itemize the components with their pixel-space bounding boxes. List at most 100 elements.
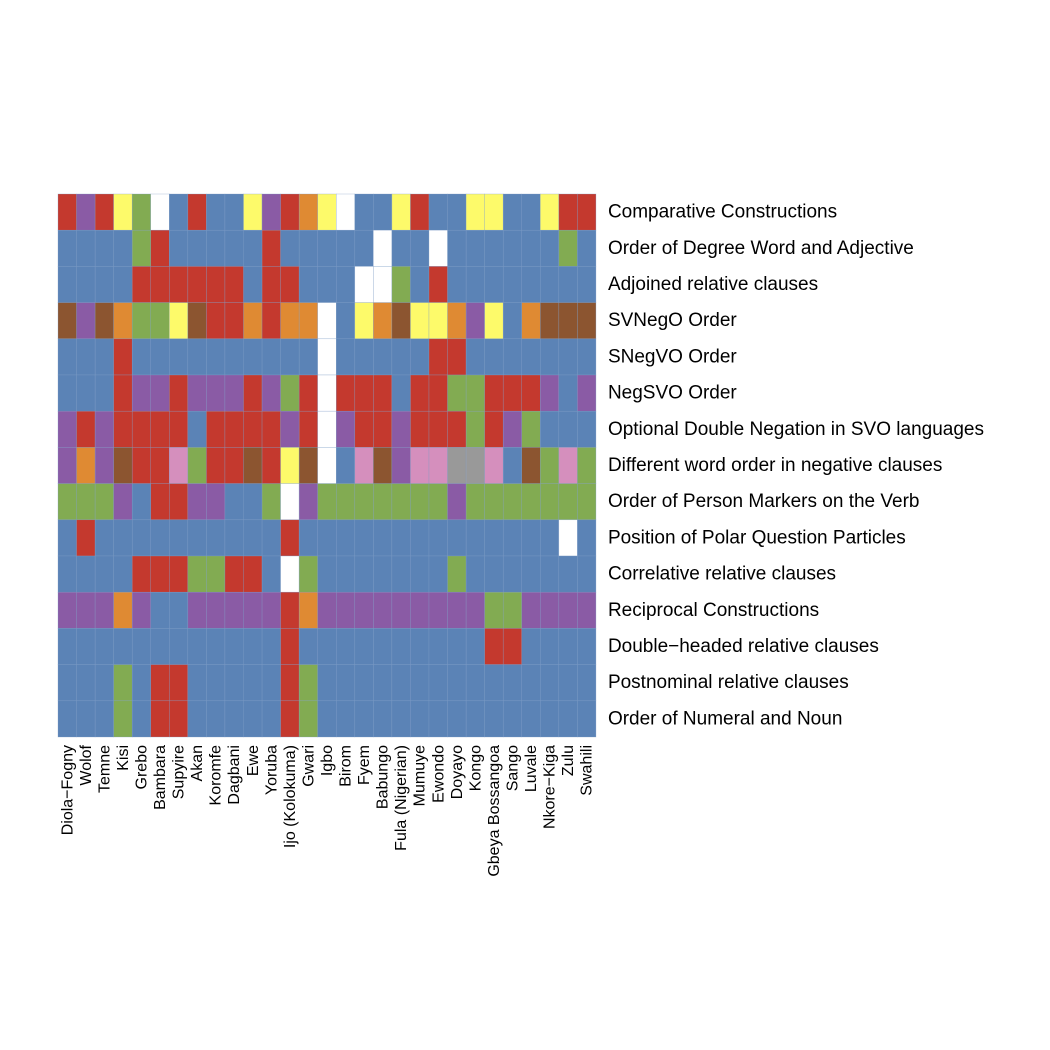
heatmap-cell [484,229,504,267]
heatmap-cell [447,193,467,231]
heatmap-cell [521,410,541,448]
heatmap-cell [410,193,430,231]
heatmap-cell [410,410,430,448]
heatmap-cell [113,555,133,593]
heatmap-cell [484,700,504,738]
heatmap-cell [169,519,189,557]
heatmap-cell [298,193,318,231]
heatmap-cell [465,193,485,231]
heatmap-cell [187,628,207,665]
heatmap-cell [558,266,578,303]
heatmap-cell [94,266,114,303]
heatmap-cell [521,374,541,412]
row-label: NegSVO Order [608,383,737,404]
heatmap-cell [76,483,96,521]
heatmap-cell [428,302,448,340]
heatmap-cell [577,700,597,738]
heatmap-cell [261,410,281,448]
heatmap-cell [298,664,318,702]
heatmap-cell [391,266,411,303]
heatmap-cell [336,628,356,665]
heatmap-cell [280,302,300,340]
heatmap-cell [261,447,281,484]
heatmap-cell [298,555,318,593]
heatmap-cell [224,374,244,412]
heatmap-cell [558,447,578,484]
heatmap-cell [577,302,597,340]
heatmap-cell [150,193,170,231]
row-label: Comparative Constructions [608,202,837,223]
heatmap-cell [280,229,300,267]
heatmap-cell [336,410,356,448]
row-label: Double−headed relative clauses [608,636,879,657]
heatmap-cell [465,447,485,484]
heatmap-cell [243,447,263,484]
heatmap-cell [521,302,541,340]
column-label: Koromfe [208,745,225,806]
heatmap-cell [391,229,411,267]
heatmap-cell [243,266,263,303]
heatmap-cell [317,628,337,665]
heatmap-cell [280,483,300,521]
heatmap-cell [373,338,393,376]
heatmap-cell [261,193,281,231]
heatmap-cell [169,302,189,340]
heatmap-cell [521,193,541,231]
heatmap-cell [521,555,541,593]
heatmap-cell [447,664,467,702]
heatmap-cell [131,374,151,412]
heatmap-cell [224,664,244,702]
heatmap-cell [428,447,448,484]
row-label: Postnominal relative clauses [608,672,849,693]
heatmap-cell [298,374,318,412]
heatmap-cell [243,410,263,448]
heatmap-cell [558,483,578,521]
heatmap-cell [261,591,281,629]
heatmap-cell [76,591,96,629]
heatmap-cell [150,229,170,267]
heatmap-cell [391,483,411,521]
heatmap-cell [391,447,411,484]
column-label: Kisi [115,745,132,771]
column-label: Dagbani [226,745,243,805]
heatmap-cell [354,700,374,738]
heatmap-cell [187,338,207,376]
heatmap-cell [577,664,597,702]
heatmap-cell [410,664,430,702]
heatmap-cell [577,193,597,231]
heatmap-cell [261,302,281,340]
column-label: Igbo [319,745,336,776]
row-label: Order of Degree Word and Adjective [608,238,914,259]
heatmap-cell [484,555,504,593]
heatmap-cell [131,555,151,593]
heatmap-cell [373,628,393,665]
heatmap-cell [206,266,226,303]
heatmap-cell [317,193,337,231]
heatmap-cell [558,628,578,665]
heatmap-cell [169,591,189,629]
heatmap-cell [336,519,356,557]
heatmap-cell [113,591,133,629]
heatmap-cell [484,374,504,412]
heatmap-cell [131,483,151,521]
heatmap-cell [484,447,504,484]
heatmap-cell [317,519,337,557]
heatmap-cell [187,410,207,448]
heatmap-cell [298,628,318,665]
heatmap-cell [94,302,114,340]
heatmap-cell [410,229,430,267]
heatmap-cell [206,447,226,484]
heatmap-cell [224,483,244,521]
heatmap-cell [354,591,374,629]
heatmap-cell [410,555,430,593]
column-label: Nkore−Kiga [542,745,559,829]
heatmap-cell [373,229,393,267]
heatmap-cell [94,700,114,738]
column-label: Gwari [300,745,317,787]
heatmap-cell [113,410,133,448]
heatmap-cell [94,374,114,412]
heatmap-cell [280,591,300,629]
heatmap-cell [224,193,244,231]
heatmap-cell [336,483,356,521]
column-label: Gbeya Bossangoa [486,745,503,877]
